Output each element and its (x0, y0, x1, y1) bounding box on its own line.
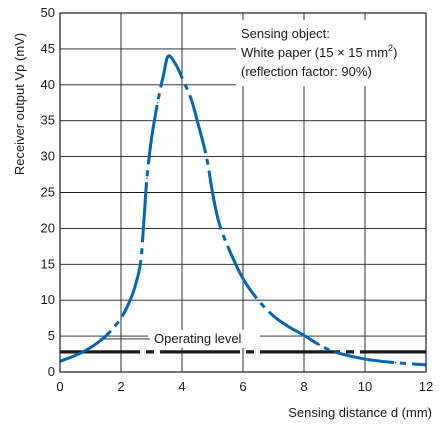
y-tick-labels: 0 5 10 15 20 25 30 35 40 45 50 (41, 5, 55, 379)
data-point-9 (146, 177, 148, 179)
x-tick-label-10: 10 (358, 379, 372, 394)
annotation-line-1: Sensing object: (241, 26, 330, 41)
data-point-14 (175, 63, 177, 66)
data-point-25 (287, 325, 290, 328)
operating-level-label-backdrop (148, 329, 260, 348)
x-tick-label-4: 4 (178, 379, 185, 394)
data-point-21 (226, 245, 229, 248)
data-point-28 (333, 351, 336, 353)
x-tick-labels: 0 2 4 6 8 10 12 (56, 379, 433, 394)
data-point-15 (181, 76, 183, 79)
data-point-7 (140, 259, 142, 262)
data-point-30 (394, 361, 397, 364)
annotation-backdrop (236, 20, 428, 86)
data-point-10 (150, 137, 153, 140)
data-point-24 (272, 315, 275, 317)
x-tick-label-12: 12 (419, 379, 433, 394)
x-tick-label-8: 8 (300, 379, 307, 394)
y-axis-title: Receiver output Vp (mV) (12, 33, 27, 175)
data-point-17 (196, 119, 199, 122)
y-tick-label-10: 10 (41, 292, 55, 307)
y-tick-label-30: 30 (41, 149, 55, 164)
data-point-2 (89, 346, 92, 349)
data-point-29 (364, 358, 366, 360)
data-point-11 (156, 101, 159, 104)
series-line-0 (59, 54, 427, 367)
data-point-26 (303, 334, 305, 337)
data-point-5 (129, 299, 131, 302)
data-point-8 (143, 220, 145, 223)
data-point-4 (120, 317, 122, 319)
data-point-1 (74, 354, 77, 357)
x-tick-label-6: 6 (239, 379, 246, 394)
y-tick-label-5: 5 (48, 328, 55, 343)
data-point-20 (217, 220, 220, 223)
x-axis-title: Sensing distance d (mm) (288, 405, 432, 420)
y-tick-label-20: 20 (41, 220, 55, 235)
y-tick-label-50: 50 (41, 5, 55, 20)
plot-frame (59, 12, 427, 373)
data-point-6 (135, 281, 138, 284)
y-tick-label-15: 15 (41, 256, 55, 271)
y-tick-label-35: 35 (41, 113, 55, 128)
data-point-19 (211, 191, 214, 194)
annotation-line-2: White paper (15 × 15 mm2) (241, 43, 397, 60)
data-point-13 (167, 55, 170, 57)
data-point-22 (242, 277, 244, 280)
annotation-line-3: (reflection factor: 90%) (241, 64, 372, 79)
data-point-18 (205, 155, 208, 158)
operating-level-label: Operating level (154, 331, 242, 346)
data-point-27 (318, 343, 321, 346)
y-tick-label-25: 25 (41, 185, 55, 200)
operating-level: Operating level (60, 329, 426, 354)
data-point-16 (190, 98, 192, 100)
data-point-12 (162, 73, 165, 75)
x-tick-label-0: 0 (56, 379, 63, 394)
data-point-23 (257, 299, 260, 302)
y-tick-label-40: 40 (41, 77, 55, 92)
data-point-3 (104, 335, 107, 337)
x-tick-label-2: 2 (117, 379, 124, 394)
y-tick-label-45: 45 (41, 41, 55, 56)
y-tick-label-0: 0 (48, 364, 55, 379)
